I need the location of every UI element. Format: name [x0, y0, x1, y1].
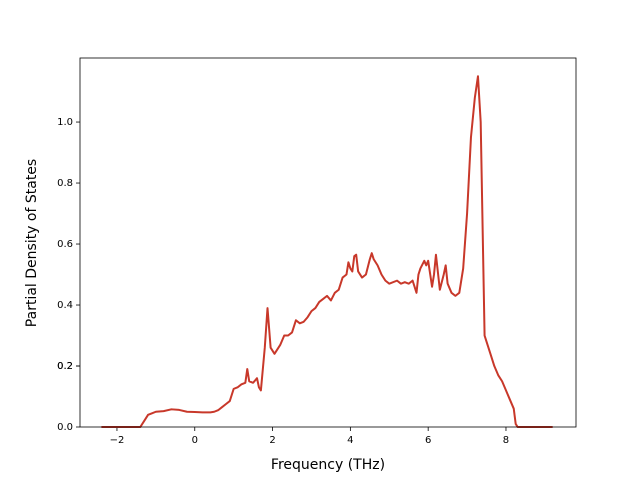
- x-tick-label: 8: [503, 435, 509, 446]
- x-tick-label: 6: [425, 435, 431, 446]
- y-tick-label: 0.2: [57, 361, 73, 372]
- data-line: [101, 75, 553, 428]
- y-axis-label: Partial Density of States: [24, 159, 40, 327]
- plot-frame: [79, 57, 577, 428]
- x-tick-label: 0: [192, 435, 198, 446]
- y-tick-label: 0.4: [57, 300, 73, 311]
- x-tick-label: 4: [347, 435, 353, 446]
- y-tick-label: 0.2: [57, 361, 73, 372]
- x-tick-label: 2: [269, 435, 275, 446]
- y-tick-label: 0.6: [57, 239, 73, 250]
- y-tick-label: 0.8: [57, 178, 73, 189]
- x-axis-label: Frequency (THz): [271, 457, 385, 473]
- x-tick-label: −2: [110, 435, 125, 446]
- y-tick-label: 1.0: [57, 117, 73, 128]
- y-tick-label: 0.0: [57, 422, 73, 433]
